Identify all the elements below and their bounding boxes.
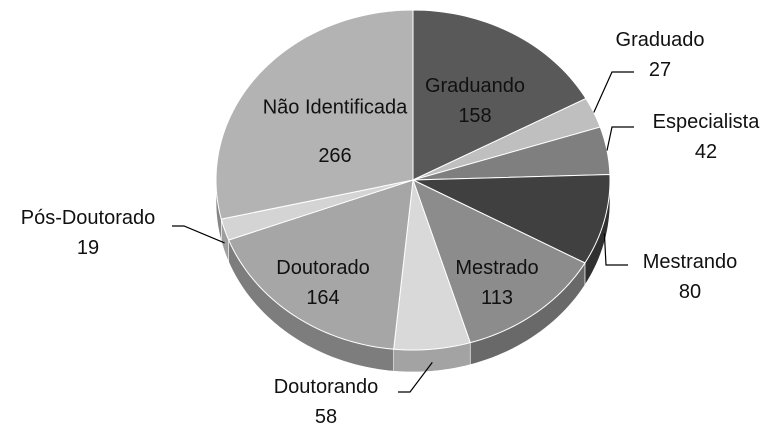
slice-label: Graduado: [615, 29, 705, 51]
slice-value: 27: [648, 59, 672, 81]
slice-label: Mestrado: [455, 257, 539, 279]
slice-label: Graduando: [424, 75, 526, 97]
slice-value: 58: [314, 406, 338, 428]
leader-line: [606, 126, 634, 151]
slice-value: 42: [694, 141, 718, 163]
slice-value: 158: [458, 105, 492, 127]
slice: [412, 174, 611, 264]
slice-value: 80: [678, 281, 702, 303]
slice-value: 164: [306, 287, 340, 309]
leader-line: [593, 71, 634, 113]
slice-value: 113: [481, 287, 513, 309]
slice-label: Não Identificada: [262, 96, 408, 119]
slice: [215, 9, 414, 220]
slice-value: 19: [76, 237, 100, 259]
slice-label: Doutorando: [273, 376, 379, 398]
slice: [228, 179, 414, 350]
slice-label: Mestrando: [642, 251, 738, 273]
slice: [220, 179, 414, 241]
leader-line: [172, 225, 225, 244]
slice-label: Especialista: [652, 111, 760, 133]
slice-label: Pós-Doutorado: [20, 207, 156, 229]
slice-label: Doutorado: [276, 257, 370, 279]
slice: [412, 9, 587, 181]
slice: [412, 97, 601, 181]
slice-value: 266: [318, 145, 352, 167]
leader-line: [603, 233, 628, 266]
slice: [393, 179, 471, 351]
leader-line: [398, 362, 433, 393]
